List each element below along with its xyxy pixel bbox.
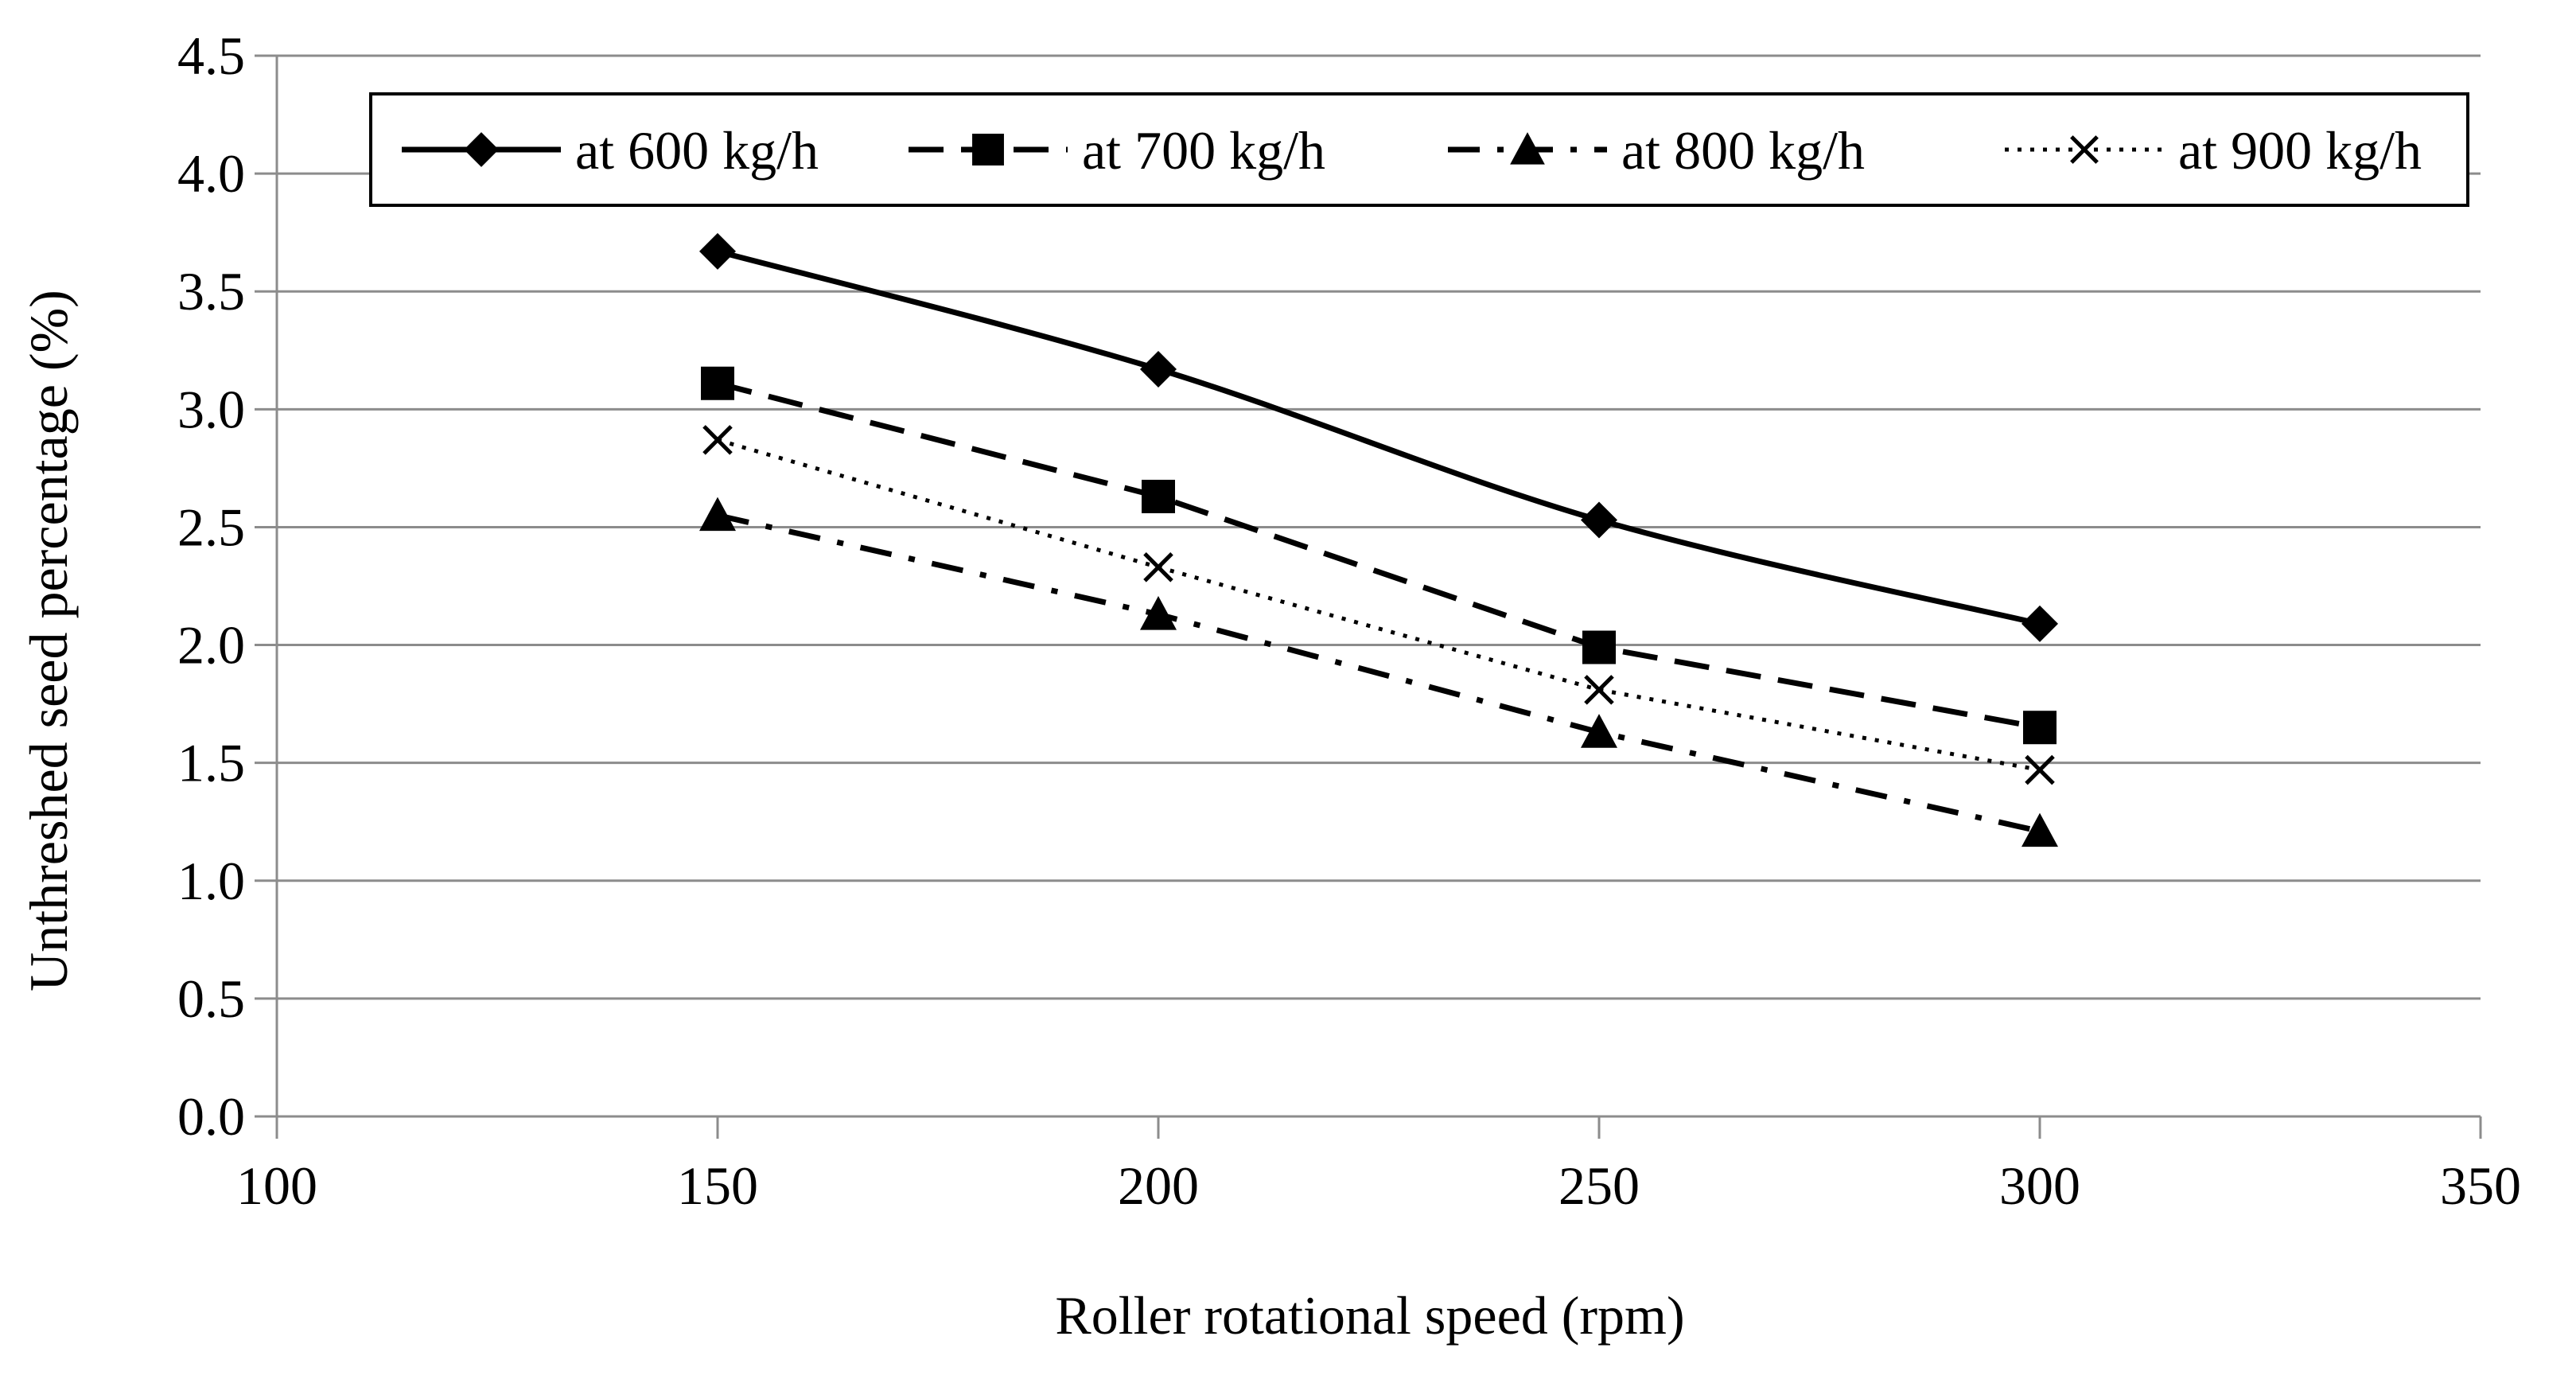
legend-entry: at 600 kg/h — [402, 120, 819, 181]
data-point-square — [1582, 630, 1616, 664]
data-point-square — [701, 366, 734, 400]
x-tick-label: 350 — [2440, 1155, 2521, 1216]
series-at-900-kg-h — [702, 425, 2055, 785]
legend-entry: at 900 kg/h — [2005, 120, 2422, 181]
legend-label: at 700 kg/h — [1082, 120, 1325, 181]
data-point-x — [702, 425, 733, 455]
series-layer — [699, 232, 2058, 847]
legend-marker-square — [972, 134, 1004, 166]
y-tick-label: 0.0 — [177, 1086, 245, 1147]
y-tick-label: 2.0 — [177, 615, 245, 676]
legend-marker-triangle — [1510, 132, 1545, 165]
legend-label: at 800 kg/h — [1621, 120, 1865, 181]
series-line — [717, 380, 2041, 730]
y-tick-label: 1.0 — [177, 851, 245, 911]
legend-label: at 900 kg/h — [2178, 120, 2422, 181]
x-tick-label: 150 — [677, 1155, 758, 1216]
y-tick-label: 0.5 — [177, 968, 245, 1029]
data-point-x — [1584, 675, 1614, 705]
legend-label: at 600 kg/h — [575, 120, 819, 181]
y-tick-label: 3.5 — [177, 261, 245, 321]
y-tick-label: 4.0 — [177, 143, 245, 204]
data-point-triangle — [1581, 714, 1617, 748]
y-tick-label: 4.5 — [177, 25, 245, 86]
x-axis-label: Roller rotational speed (rpm) — [1055, 1285, 1684, 1346]
series-at-700-kg-h — [701, 366, 2057, 745]
grid-layer — [277, 54, 2481, 1000]
data-point-diamond — [1581, 501, 1617, 539]
data-point-square — [2023, 711, 2057, 745]
legend-entry: at 800 kg/h — [1448, 120, 1865, 181]
legend-marker-x — [2070, 135, 2099, 164]
legend-box — [369, 92, 2469, 207]
y-tick-label: 3.0 — [177, 379, 245, 439]
y-axis-label: Unthreshed seed percentage (%) — [18, 290, 79, 991]
x-tick-label: 200 — [1118, 1155, 1199, 1216]
y-tick-label: 2.5 — [177, 497, 245, 557]
data-point-triangle — [699, 497, 736, 532]
axis-layer: 0.0 0.5 1.0 1.5 2.0 2.5 3.0 3.5 4.0 4.5 100 150 200 2… — [177, 25, 2521, 1216]
series-line — [717, 248, 2041, 627]
series-line — [717, 512, 2041, 834]
series-at-600-kg-h — [699, 232, 2058, 642]
marker-stroke — [702, 425, 733, 455]
data-point-triangle — [2021, 812, 2058, 847]
marker-stroke — [1143, 552, 1173, 582]
data-point-x — [1143, 552, 1173, 582]
series-at-800-kg-h — [699, 497, 2058, 847]
marker-stroke — [2070, 135, 2099, 164]
data-point-diamond — [699, 232, 736, 270]
data-point-triangle — [1140, 596, 1177, 630]
data-point-diamond — [1140, 350, 1177, 388]
data-point-x — [2025, 754, 2055, 785]
marker-stroke — [2025, 754, 2055, 785]
data-point-diamond — [2021, 605, 2058, 642]
marker-stroke — [1584, 675, 1614, 705]
series-line — [717, 438, 2041, 773]
legend-entry: at 700 kg/h — [909, 120, 1325, 181]
legend-marker-diamond — [464, 132, 499, 167]
x-tick-label: 100 — [236, 1155, 317, 1216]
x-tick-label: 250 — [1558, 1155, 1640, 1216]
legend: at 600 kg/h at 700 kg/h at 800 kg/h at 900 … — [369, 92, 2469, 207]
y-tick-label: 1.5 — [177, 733, 245, 793]
x-tick-label: 300 — [1999, 1155, 2080, 1216]
data-point-square — [1142, 479, 1175, 513]
